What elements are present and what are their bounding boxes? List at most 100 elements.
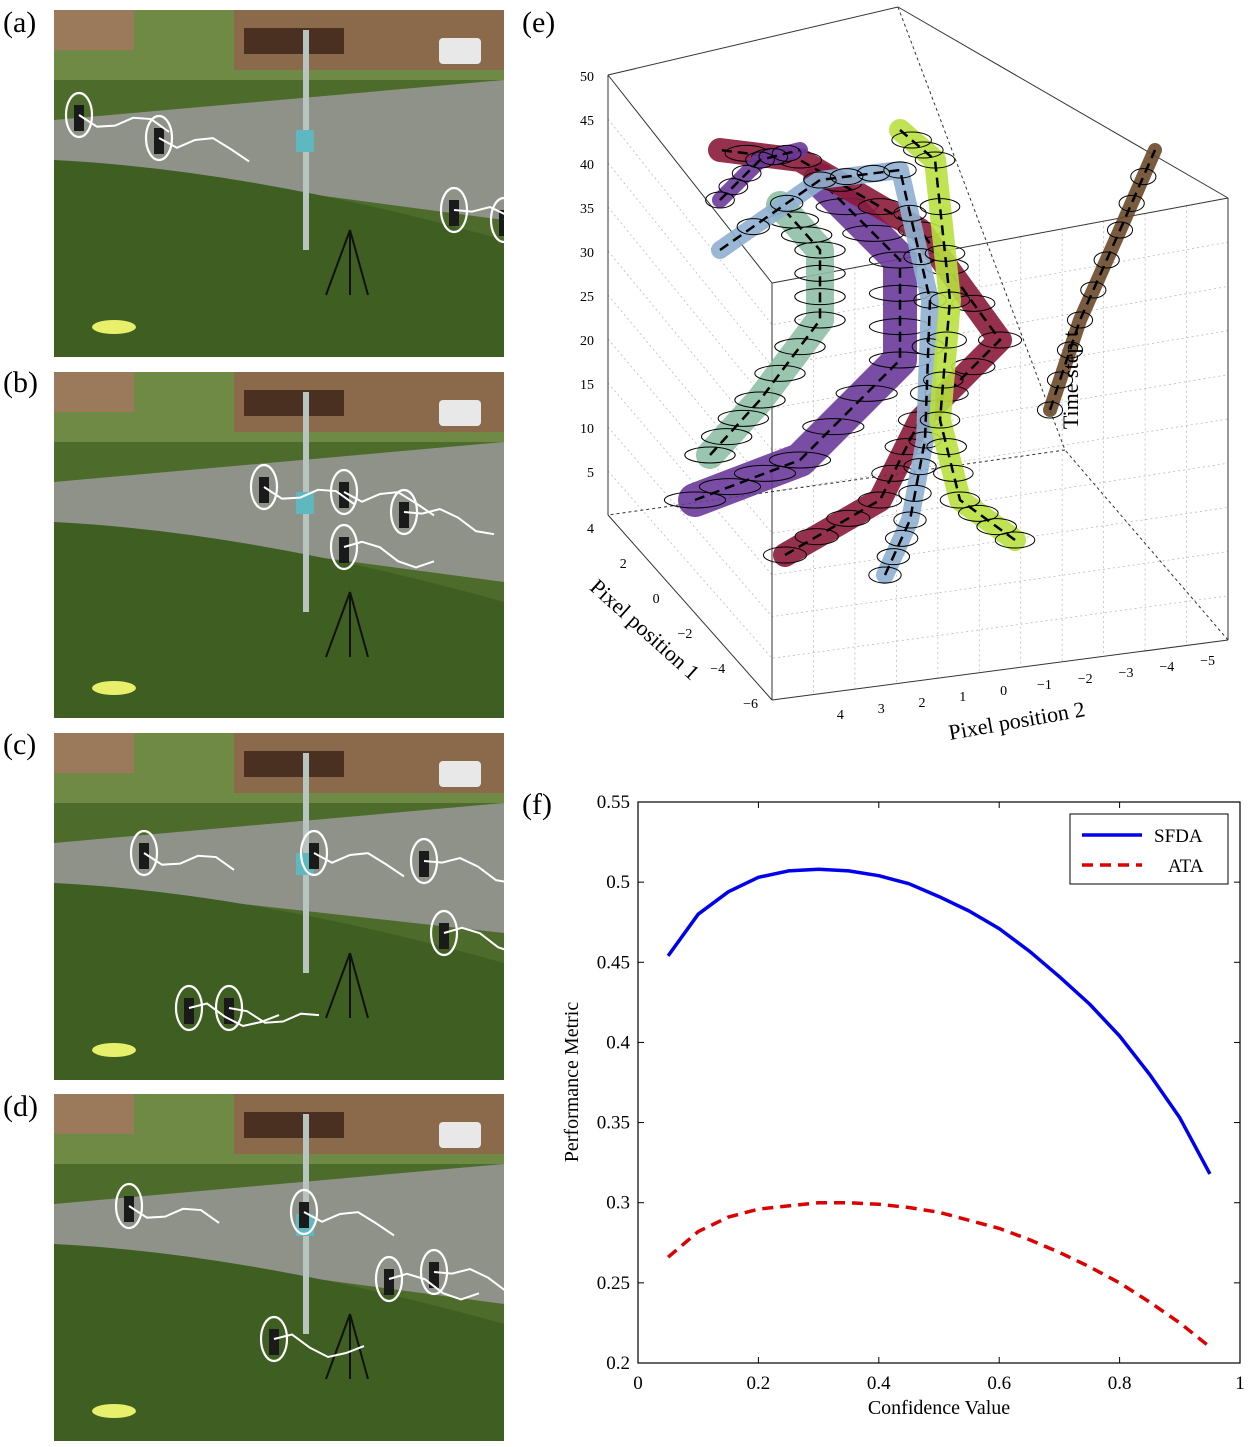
panel-label-d: (d) (3, 1090, 38, 1123)
covariance-ellipse (929, 291, 971, 309)
scene-photo-c (54, 733, 504, 1080)
trajectory-mean (709, 204, 822, 456)
grid-line (607, 470, 1229, 659)
tracking-ellipse (374, 1255, 404, 1303)
covariance-ellipse (802, 418, 865, 436)
x-tick-label: 0 (653, 592, 660, 607)
covariance-ellipse (914, 151, 956, 169)
x-tick-label: 0.2 (747, 1373, 771, 1394)
z-axis-label: Time step t (1058, 331, 1083, 429)
covariance-ellipse (1056, 341, 1084, 359)
x-tick-labels: 4 2 0 −2 −4 −6 (587, 522, 758, 712)
covariance-ellipse (733, 464, 797, 482)
covariance-ellipse (876, 548, 911, 566)
trajectory-trails (78, 114, 504, 220)
panel-label-a: (a) (3, 6, 37, 39)
panel-label-e: (e) (522, 6, 556, 39)
person (74, 105, 84, 131)
covariance-ellipse (794, 311, 846, 329)
trajectory-mean (1048, 149, 1157, 411)
person (384, 1269, 394, 1295)
box-edge (771, 197, 1229, 284)
z-tick-label: 25 (580, 290, 594, 305)
y-tick-labels: 4 3 2 1 0 −1 −2 −3 −4 −5 (837, 654, 1215, 723)
trajectory-trails (143, 852, 504, 1028)
panel-label-b: (b) (3, 366, 38, 399)
scene-photo-d (54, 1094, 504, 1441)
person (139, 843, 149, 869)
x-tick-label: 1 (1235, 1373, 1245, 1394)
tripod (325, 1313, 369, 1380)
person (499, 210, 504, 236)
chart-series (666, 867, 1212, 1349)
box-edge (607, 449, 1066, 516)
y-tick-label: 0.2 (606, 1353, 630, 1374)
tracking-ellipse (329, 468, 359, 516)
covariance-ellipse (684, 446, 736, 464)
box-edge (897, 6, 1066, 451)
tripod (325, 952, 369, 1019)
person (269, 1329, 279, 1355)
x-tick-label: 2 (620, 557, 627, 572)
y-tick-label: 4 (837, 708, 844, 723)
z-tick-label: 10 (580, 422, 594, 437)
covariance-ellipse (1080, 281, 1107, 299)
trajectory-trails (128, 1205, 504, 1359)
covariance-ellipse (856, 164, 891, 182)
box-edge (771, 639, 1229, 701)
x-tick-label: 0.8 (1108, 1373, 1132, 1394)
y-tick-label: −4 (1159, 660, 1174, 675)
person (299, 1202, 309, 1228)
covariance-ellipse (919, 411, 961, 429)
y-tick-label: −3 (1119, 666, 1134, 681)
trajectory-mean (694, 179, 902, 502)
covariance-ellipse (1093, 251, 1120, 269)
building-windows (244, 28, 344, 54)
covariance-ellipse (926, 438, 967, 456)
chart-legend: SFDA ATA (1069, 813, 1229, 885)
covariance-ellipse (868, 566, 902, 584)
grass-field (54, 883, 504, 1080)
chart-ticks: 0 0.2 0.4 0.6 0.8 10.20.250.30.350.40.450.50.… (597, 792, 1245, 1394)
person (419, 851, 429, 877)
yellow-object (92, 320, 136, 334)
covariance-ellipse (958, 504, 999, 522)
person (429, 1262, 439, 1288)
x-tick-label: 0 (633, 1373, 643, 1394)
chart-frame (637, 801, 1241, 1364)
building-windows (244, 390, 344, 416)
series-line-sfda (666, 867, 1212, 1175)
y-tick-label: 0.35 (597, 1113, 630, 1134)
chart-y-axis-label: Performance Metric (561, 1002, 583, 1163)
building-left (54, 372, 134, 412)
person (439, 923, 449, 949)
legend-label-ata: ATA (1168, 856, 1204, 877)
x-tick-label: −2 (677, 627, 692, 642)
covariance-ellipse (734, 391, 786, 409)
grid-line (607, 206, 1229, 409)
legend-label-sfda: SFDA (1154, 826, 1203, 847)
x-tick-label: −4 (710, 662, 725, 677)
building-left (54, 1094, 134, 1134)
y-tick-label: 0.25 (597, 1273, 630, 1294)
covariance-ellipse (754, 364, 806, 382)
tracking-ellipse (429, 909, 459, 957)
road (54, 803, 504, 933)
tracking-ellipse (114, 1182, 144, 1230)
tracking-ellipse (389, 488, 419, 536)
building-windows (244, 751, 344, 777)
grid-line (607, 338, 1229, 534)
box-edge (1064, 449, 1229, 641)
tracking-ellipse (439, 186, 469, 234)
covariance-ellipse (736, 218, 771, 236)
person (449, 200, 459, 226)
covariance-ellipse (826, 509, 871, 527)
z-tick-label: 45 (580, 114, 594, 129)
van (439, 1122, 481, 1148)
box-edge (607, 6, 899, 76)
grid-line (607, 250, 1229, 451)
covariance-ellipse (903, 458, 937, 476)
covariance-ellipse (1066, 311, 1094, 329)
tracking-ellipse (214, 984, 244, 1032)
z-tick-labels: 5 10 15 20 25 30 35 40 45 50 (580, 70, 594, 481)
